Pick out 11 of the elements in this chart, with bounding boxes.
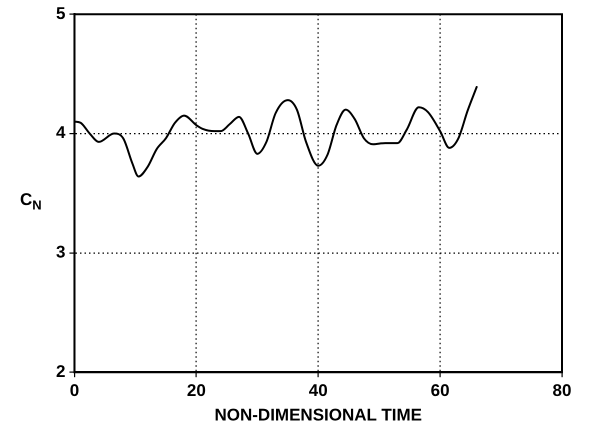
y-tick-label: 5 [56, 4, 66, 23]
x-axis-title: NON-DIMENSIONAL TIME [214, 405, 422, 424]
x-tick-label: 20 [186, 381, 206, 400]
x-tick-label: 80 [552, 381, 572, 400]
y-tick-label: 4 [56, 123, 66, 142]
x-tick-label: 0 [70, 381, 80, 400]
x-tick-label: 40 [308, 381, 328, 400]
x-tick-label: 60 [430, 381, 450, 400]
y-axis-title: C$_{N}$ [20, 190, 42, 212]
y-tick-label: 3 [56, 242, 66, 262]
y-tick-label: 2 [56, 362, 66, 381]
